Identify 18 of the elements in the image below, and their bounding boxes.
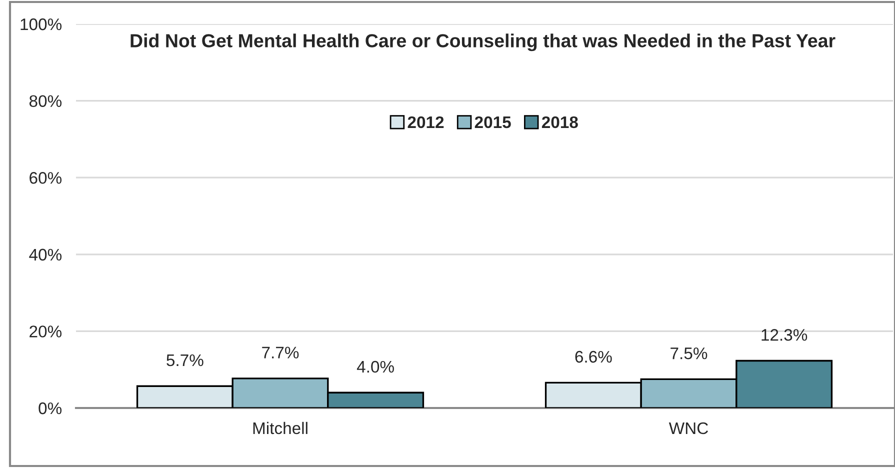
x-tick-label: Mitchell xyxy=(253,422,308,434)
data-label: 7.7% xyxy=(262,346,299,358)
legend-label: 2018 xyxy=(542,116,578,128)
y-tick-label: 20% xyxy=(30,326,62,338)
legend-label: 2012 xyxy=(408,116,444,128)
y-tick-label: 100% xyxy=(20,18,62,30)
y-tick-label: 0% xyxy=(38,402,62,414)
data-label: 6.6% xyxy=(575,350,612,363)
data-label: 12.3% xyxy=(762,329,808,341)
data-label: 4.0% xyxy=(356,360,394,373)
chart-title: Did Not Get Mental Health Care or Counseling that was Needed in the Past Year xyxy=(130,34,836,52)
x-tick-label: WNC xyxy=(668,422,708,434)
data-label: 7.5% xyxy=(670,348,708,360)
data-label: 5.7% xyxy=(166,354,204,366)
y-tick-label: 80% xyxy=(29,95,62,108)
legend-label: 2015 xyxy=(474,116,511,128)
y-tick-label: 40% xyxy=(29,248,62,261)
y-tick-label: 60% xyxy=(30,172,62,184)
